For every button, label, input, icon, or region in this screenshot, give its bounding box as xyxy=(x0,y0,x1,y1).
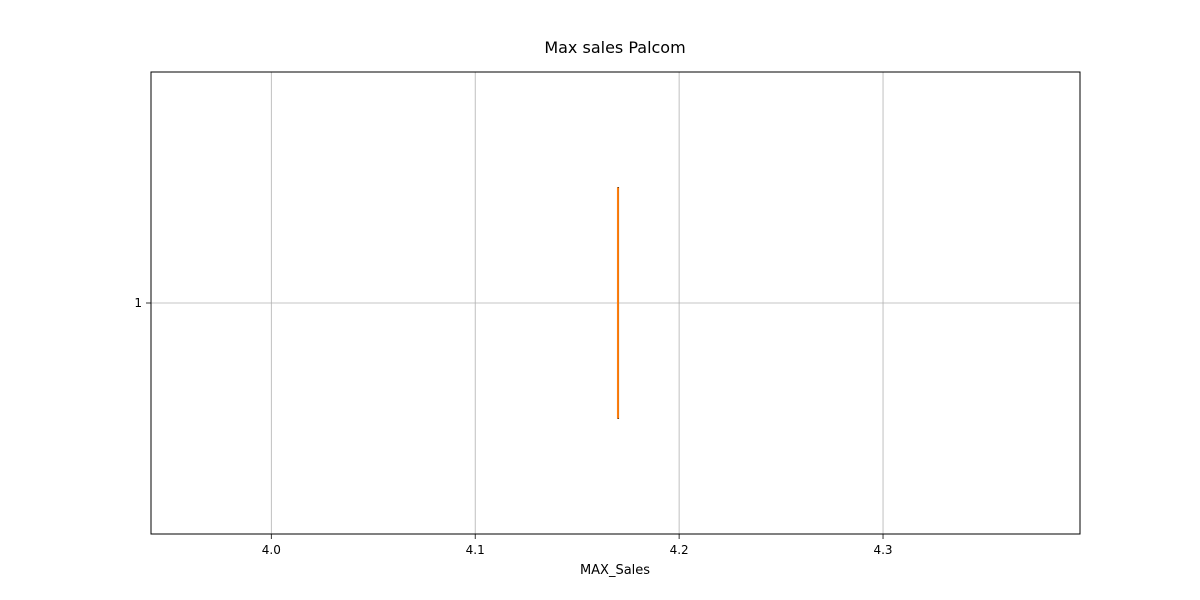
y-tick-label: 1 xyxy=(134,296,142,310)
x-axis-label: MAX_Sales xyxy=(580,563,650,578)
grid xyxy=(151,72,1080,534)
x-tick-label: 4.2 xyxy=(670,543,689,557)
x-tick-label: 4.1 xyxy=(466,543,485,557)
box-layer xyxy=(616,187,620,419)
box-group xyxy=(616,187,620,419)
ticks: 4.0 4.1 4.2 4.3 1 xyxy=(134,296,892,557)
x-tick-label: 4.0 xyxy=(262,543,281,557)
x-tick-label: 4.3 xyxy=(873,543,892,557)
chart-title: Max sales Palcom xyxy=(544,38,685,57)
